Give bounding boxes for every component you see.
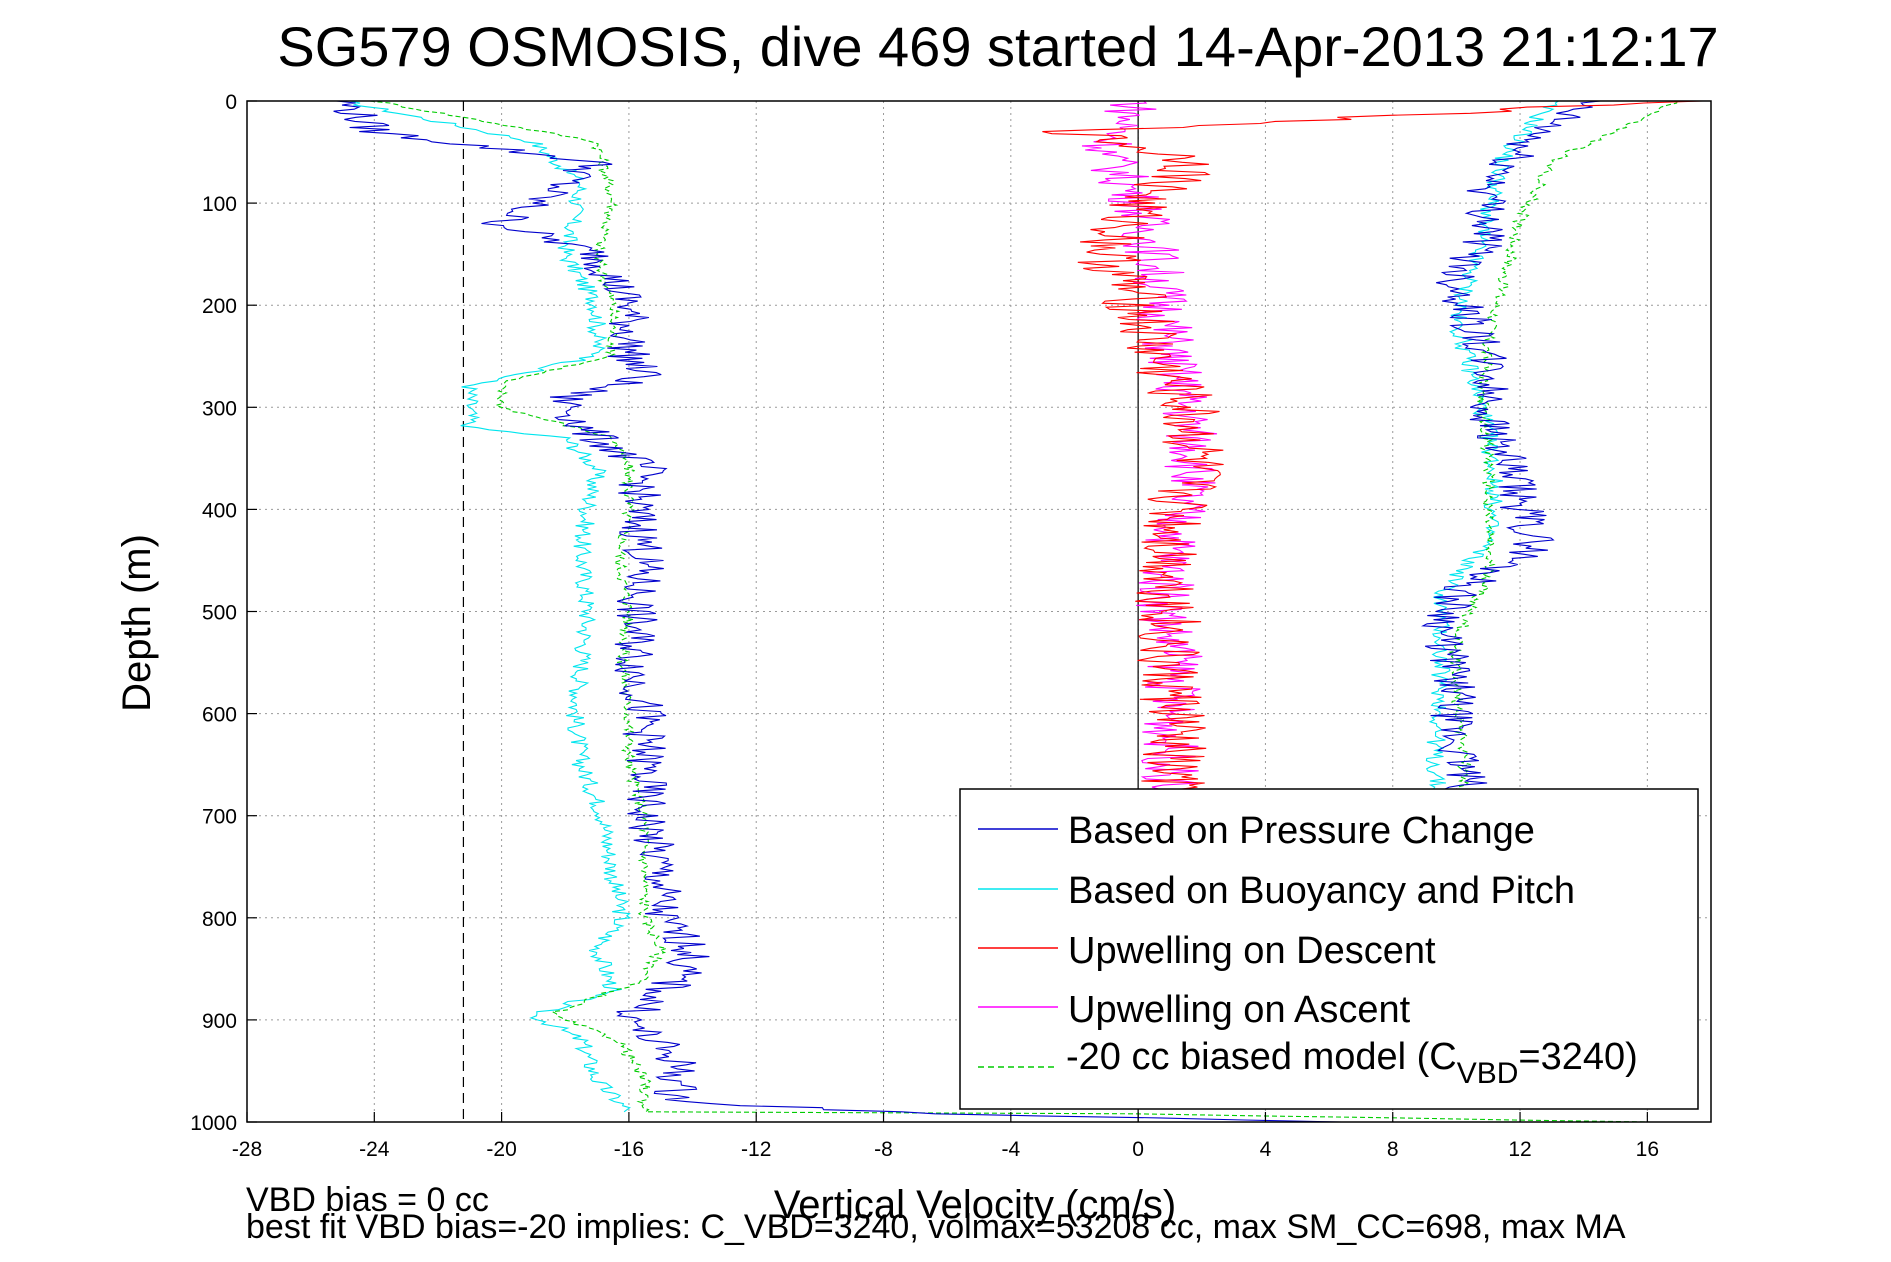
legend-box: [959, 788, 1699, 1110]
x-tick-label: 4: [1260, 1138, 1272, 1161]
axis-ticks: -28 -24 -20 -16 -12 -8 -4 0 4 8 12 16 0 100 200 300 400 5…: [190, 91, 1659, 1161]
series-model-line: [369, 100, 1651, 1123]
series-pressure-line: [333, 100, 1342, 1123]
series-buoyancy-line: [349, 100, 632, 1113]
x-tick-label: 8: [1387, 1138, 1399, 1161]
x-tick-label: -12: [741, 1138, 771, 1161]
series-pressure-ascent-line: [1421, 100, 1601, 817]
x-tick-label: -4: [1001, 1138, 1020, 1161]
series-layer: [333, 100, 1703, 1123]
y-tick-label: 200: [202, 295, 237, 318]
legend: Based on Pressure Change Based on Buoyan…: [959, 788, 1699, 1110]
x-axis-label: Vertical Velocity (cm/s): [774, 1183, 1176, 1227]
chart-title: SG579 OSMOSIS, dive 469 started 14-Apr-2…: [277, 15, 1718, 78]
y-tick-label: 300: [202, 397, 237, 420]
series-upwell_descent-line: [1042, 100, 1703, 796]
y-tick-label: 900: [202, 1010, 237, 1033]
y-tick-label: 1000: [190, 1112, 237, 1135]
legend-model-suffix: =3240): [1518, 1036, 1637, 1078]
x-tick-label: -16: [614, 1138, 644, 1161]
series-model-ascent-line: [1448, 100, 1678, 817]
x-tick-label: 16: [1636, 1138, 1659, 1161]
y-tick-label: 0: [225, 91, 237, 114]
y-tick-label: 700: [202, 806, 237, 829]
x-tick-label: -8: [874, 1138, 893, 1161]
legend-label-model: -20 cc biased model (CVBD=3240): [1066, 1036, 1638, 1090]
footnote-best-fit: best fit VBD bias=-20 implies: C_VBD=324…: [246, 1208, 1626, 1246]
y-tick-label: 100: [202, 193, 237, 216]
y-tick-label: 400: [202, 499, 237, 522]
legend-model-subscript: VBD: [1457, 1057, 1519, 1090]
legend-label-upwell-ascent: Upwelling on Ascent: [1068, 989, 1411, 1031]
x-tick-label: 0: [1132, 1138, 1144, 1161]
x-tick-label: -28: [232, 1138, 262, 1161]
x-tick-label: 12: [1508, 1138, 1531, 1161]
legend-label-pressure: Based on Pressure Change: [1068, 810, 1535, 852]
footnote-vbd-bias: VBD bias = 0 cc: [246, 1181, 489, 1219]
y-tick-label: 800: [202, 908, 237, 931]
legend-label-buoyancy: Based on Buoyancy and Pitch: [1068, 870, 1575, 912]
y-axis-label: Depth (m): [115, 534, 159, 712]
y-tick-label: 500: [202, 602, 237, 625]
x-tick-label: -20: [486, 1138, 516, 1161]
y-tick-label: 600: [202, 704, 237, 727]
x-tick-label: -24: [359, 1138, 390, 1161]
legend-model-prefix: -20 cc biased model (C: [1066, 1036, 1457, 1078]
legend-label-upwell-descent: Upwelling on Descent: [1068, 930, 1436, 972]
